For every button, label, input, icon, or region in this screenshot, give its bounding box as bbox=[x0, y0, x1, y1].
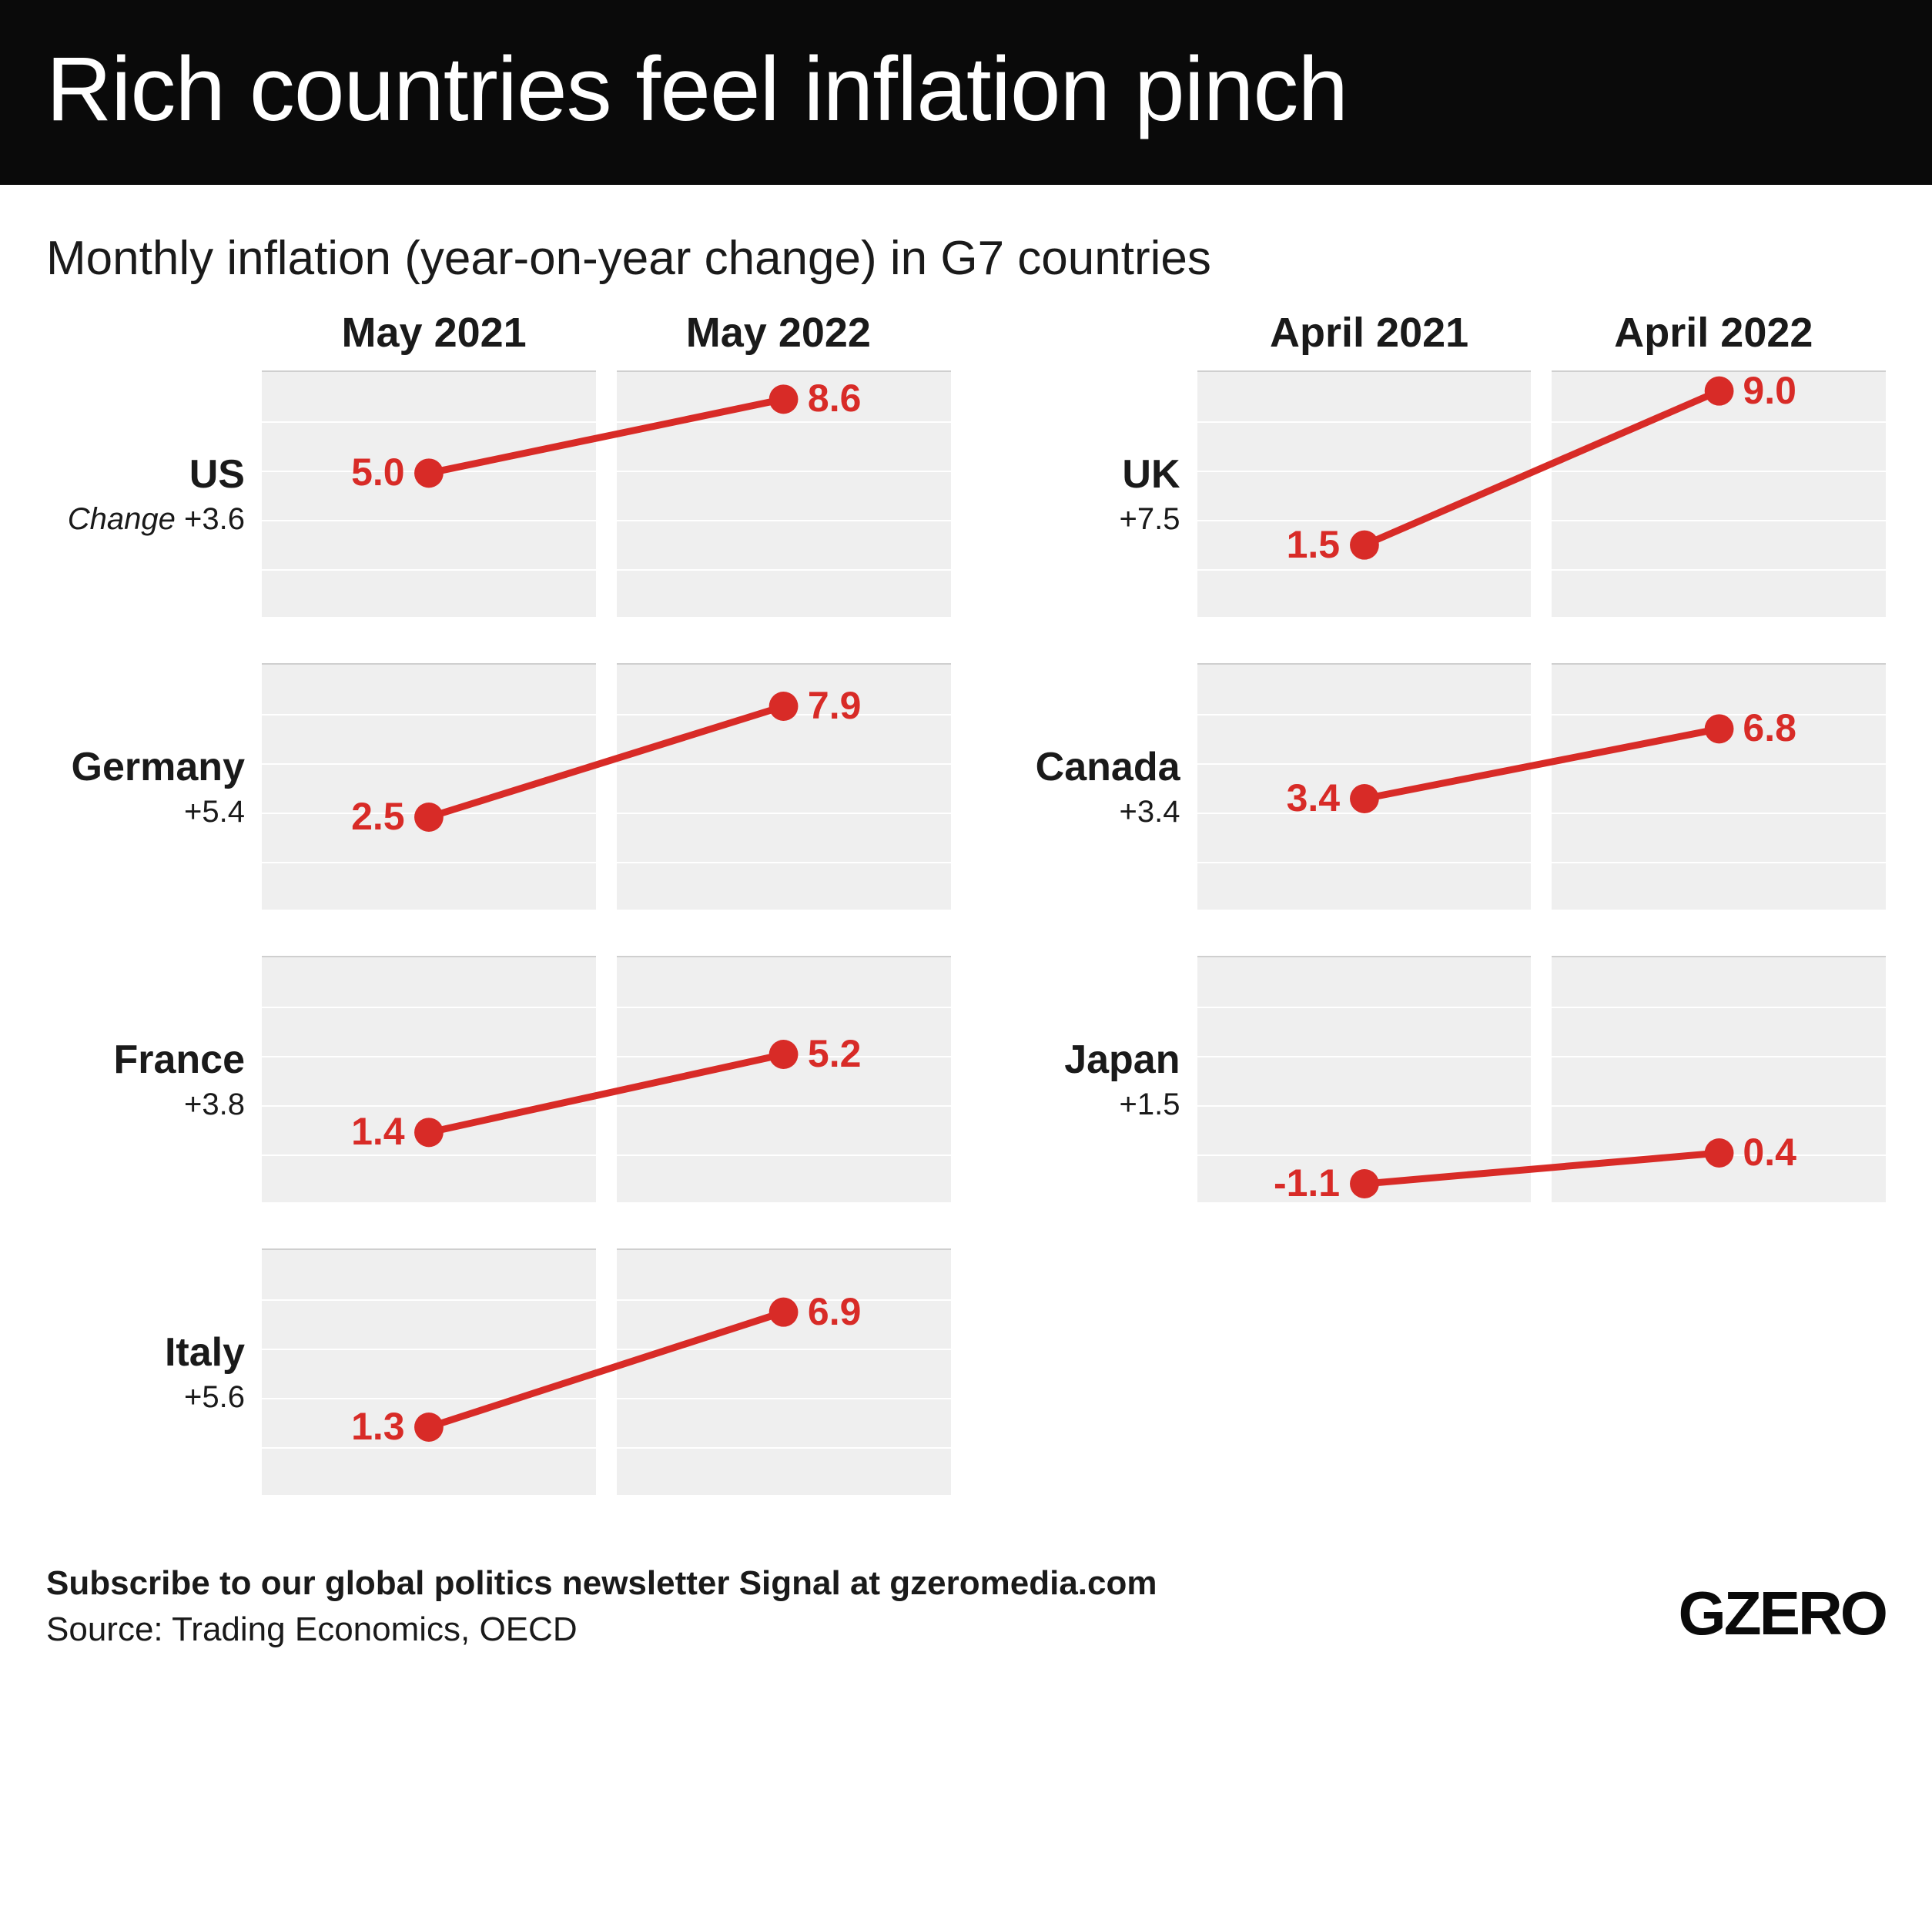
value-label-end: 8.6 bbox=[808, 376, 862, 421]
left-column: May 2021 May 2022 US Change +3.6 5.0 8.6 Ger… bbox=[46, 309, 951, 1541]
country-change: +7.5 bbox=[1120, 502, 1180, 537]
value-label-end: 9.0 bbox=[1743, 368, 1796, 413]
subscribe-text: Subscribe to our global politics newslet… bbox=[46, 1564, 1679, 1603]
mini-chart: 1.4 5.2 bbox=[262, 956, 951, 1202]
mini-chart: 1.5 9.0 bbox=[1197, 370, 1887, 617]
footer-text: Subscribe to our global politics newslet… bbox=[46, 1564, 1679, 1649]
value-label-start: -1.1 bbox=[1274, 1161, 1340, 1205]
year-headers-left: May 2021 May 2022 bbox=[262, 309, 951, 357]
gzero-logo: GZERO bbox=[1679, 1578, 1886, 1649]
value-label-start: 2.5 bbox=[351, 794, 405, 839]
mini-chart: 1.3 6.9 bbox=[262, 1248, 951, 1495]
charts-wrap: May 2021 May 2022 US Change +3.6 5.0 8.6 Ger… bbox=[0, 309, 1932, 1541]
infographic-container: Rich countries feel inflation pinch Mont… bbox=[0, 0, 1932, 1695]
value-label-end: 0.4 bbox=[1743, 1130, 1796, 1175]
country-label: Japan +1.5 bbox=[982, 956, 1197, 1202]
value-label-end: 7.9 bbox=[808, 683, 862, 728]
header-bar: Rich countries feel inflation pinch bbox=[0, 0, 1932, 185]
subtitle: Monthly inflation (year-on-year change) … bbox=[0, 185, 1932, 309]
year-start-left: May 2021 bbox=[262, 309, 606, 357]
value-label-start: 1.5 bbox=[1287, 522, 1341, 567]
country-row: France +3.8 1.4 5.2 bbox=[46, 956, 951, 1202]
mini-chart: 2.5 7.9 bbox=[262, 663, 951, 910]
mini-chart: 5.0 8.6 bbox=[262, 370, 951, 617]
country-row: UK +7.5 1.5 9.0 bbox=[982, 370, 1887, 617]
country-name: US bbox=[189, 451, 245, 498]
main-title: Rich countries feel inflation pinch bbox=[46, 37, 1886, 142]
country-change: Change +3.6 bbox=[68, 502, 245, 537]
country-row: Canada +3.4 3.4 6.8 bbox=[982, 663, 1887, 910]
country-name: Italy bbox=[165, 1329, 245, 1376]
country-label: UK +7.5 bbox=[982, 370, 1197, 617]
country-label: US Change +3.6 bbox=[46, 370, 262, 617]
country-row: Italy +5.6 1.3 6.9 bbox=[46, 1248, 951, 1495]
country-name: Japan bbox=[1064, 1037, 1180, 1083]
year-end-left: May 2022 bbox=[606, 309, 950, 357]
country-change: +5.4 bbox=[184, 795, 245, 829]
value-label-end: 6.9 bbox=[808, 1289, 862, 1334]
country-row: Germany +5.4 2.5 7.9 bbox=[46, 663, 951, 910]
value-label-start: 1.3 bbox=[351, 1404, 405, 1449]
footer: Subscribe to our global politics newslet… bbox=[0, 1541, 1932, 1695]
value-label-end: 5.2 bbox=[808, 1031, 862, 1076]
right-column: April 2021 April 2022 UK +7.5 1.5 9.0 Canada… bbox=[982, 309, 1887, 1541]
country-label: Germany +5.4 bbox=[46, 663, 262, 910]
value-label-start: 1.4 bbox=[351, 1109, 405, 1154]
country-change: +5.6 bbox=[184, 1380, 245, 1415]
country-name: Germany bbox=[72, 744, 245, 790]
value-label-start: 5.0 bbox=[351, 450, 405, 494]
mini-chart: 3.4 6.8 bbox=[1197, 663, 1887, 910]
source-text: Source: Trading Economics, OECD bbox=[46, 1610, 1679, 1649]
country-row: Japan +1.5 -1.1 0.4 bbox=[982, 956, 1887, 1202]
country-label: France +3.8 bbox=[46, 956, 262, 1202]
mini-chart: -1.1 0.4 bbox=[1197, 956, 1887, 1202]
country-name: Canada bbox=[1036, 744, 1180, 790]
country-label: Canada +3.4 bbox=[982, 663, 1197, 910]
value-label-start: 3.4 bbox=[1287, 776, 1341, 820]
country-label: Italy +5.6 bbox=[46, 1248, 262, 1495]
year-end-right: April 2022 bbox=[1542, 309, 1886, 357]
country-change: +3.4 bbox=[1120, 795, 1180, 829]
country-change: +3.8 bbox=[184, 1087, 245, 1122]
country-change: +1.5 bbox=[1120, 1087, 1180, 1122]
value-label-end: 6.8 bbox=[1743, 705, 1796, 750]
country-name: France bbox=[113, 1037, 245, 1083]
country-row: US Change +3.6 5.0 8.6 bbox=[46, 370, 951, 617]
country-name: UK bbox=[1122, 451, 1180, 498]
year-headers-right: April 2021 April 2022 bbox=[1197, 309, 1887, 357]
year-start-right: April 2021 bbox=[1197, 309, 1542, 357]
